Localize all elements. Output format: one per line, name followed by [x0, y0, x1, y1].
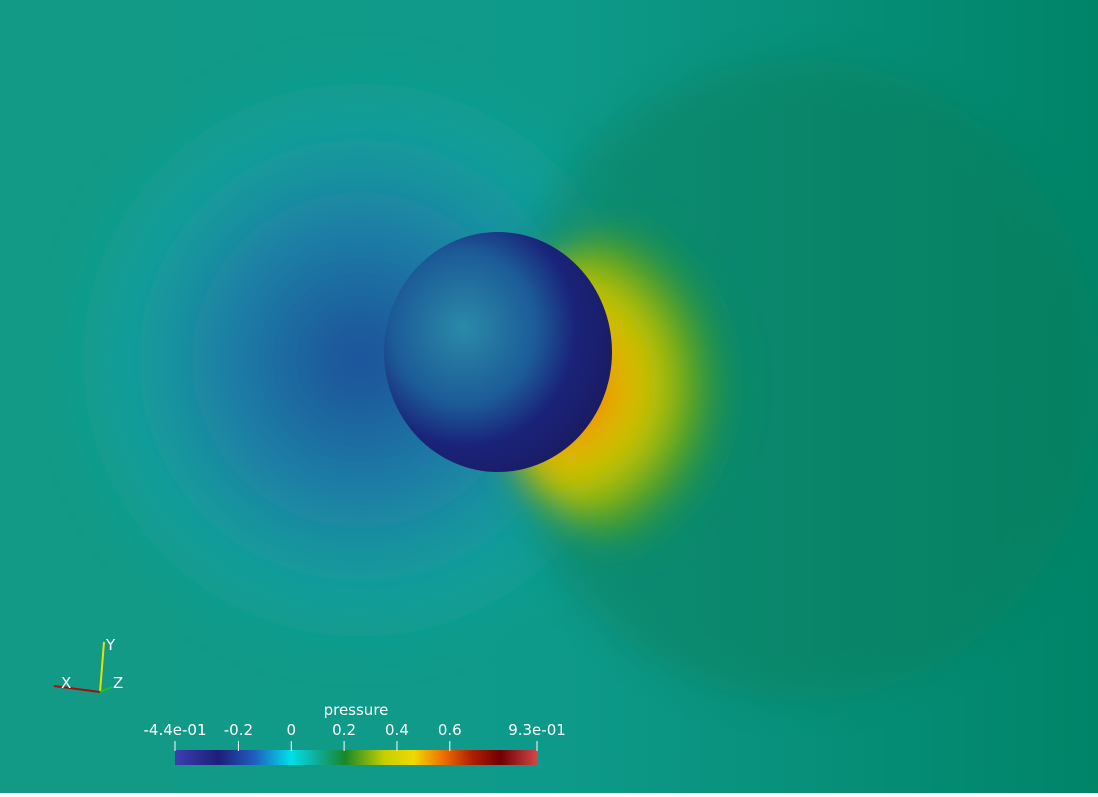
tick-label: 0.4 [385, 721, 409, 739]
tick-label: 0 [286, 721, 296, 739]
orientation-axes: Y X Z [53, 636, 123, 693]
y-label: Y [105, 636, 116, 654]
x-axis [53, 685, 101, 693]
z-label: Z [113, 674, 123, 692]
y-axis [99, 641, 105, 693]
tick-label: 9.3e-01 [508, 721, 566, 739]
tick-label: -0.2 [224, 721, 253, 739]
x-label: X [61, 674, 71, 692]
tick-label: 0.2 [332, 721, 356, 739]
tick-label: 0.6 [438, 721, 462, 739]
z-axis [99, 686, 113, 693]
wake-region [60, 60, 660, 660]
tick-label: -4.4e-01 [144, 721, 207, 739]
colorbar-gradient [175, 750, 537, 765]
colorbar-title: pressure [324, 701, 389, 719]
sphere [384, 232, 612, 472]
colorbar: pressure -4.4e-01 -0.2 0 0.2 0.4 0.6 9.3e-01 [144, 701, 566, 765]
